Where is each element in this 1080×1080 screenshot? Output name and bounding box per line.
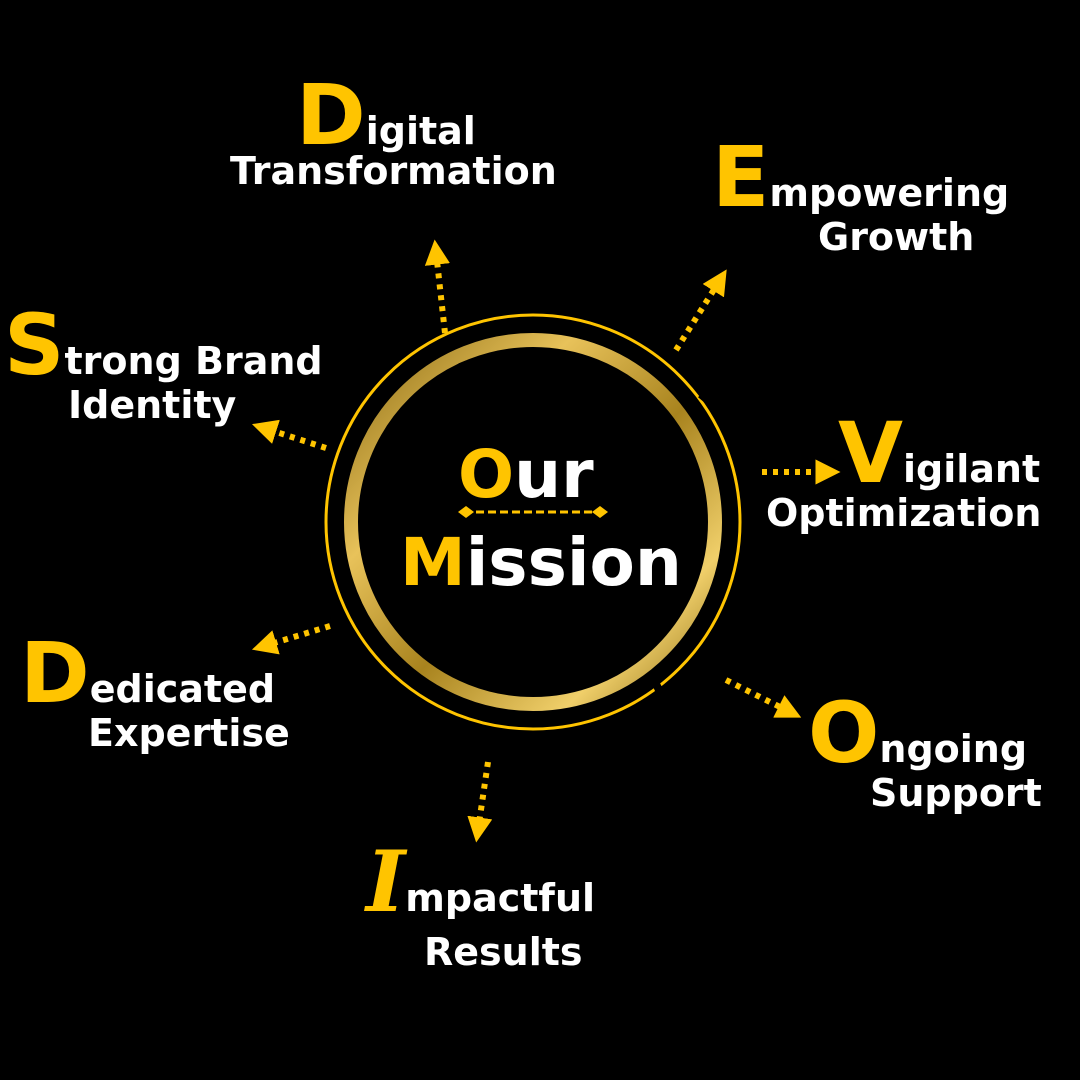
- center-initial-o: O: [458, 436, 515, 513]
- item-impactful-results: Impactful Results: [366, 832, 596, 974]
- gold-ring-icon: [344, 333, 722, 711]
- item-dedicated-expertise: Dedicated Expertise: [20, 624, 290, 755]
- center-initial-m: M: [400, 524, 466, 601]
- dotted-arrow-icon-up: [424, 239, 450, 334]
- item-ongoing-support: Ongoing Support: [808, 684, 1042, 815]
- ring-gap: [698, 392, 714, 408]
- dotted-arrow-icon-downleft: [251, 623, 331, 655]
- dotted-arrow-icon-downright: [724, 677, 802, 718]
- outer-ring: [324, 313, 742, 731]
- ring-gap: [415, 698, 428, 717]
- item-digital-transformation: Digital Transformation: [230, 66, 557, 193]
- item-vigilant-optimization: Vigilant Optimization: [766, 404, 1042, 535]
- double-arrow-divider-icon: [458, 506, 608, 518]
- item-empowering-growth: Empowering Growth: [712, 128, 1010, 259]
- dotted-arrow-icon-left: [252, 419, 327, 451]
- ring-gap: [646, 670, 664, 694]
- center-title-line2: Mission: [400, 524, 682, 601]
- center-title-line1: Our: [458, 436, 594, 513]
- dotted-arrow-icon-down: [467, 761, 493, 843]
- ring-gap: [458, 360, 476, 388]
- dotted-arrow-icon-upright: [673, 269, 727, 352]
- item-strong-brand-identity: Strong Brand Identity: [4, 296, 323, 427]
